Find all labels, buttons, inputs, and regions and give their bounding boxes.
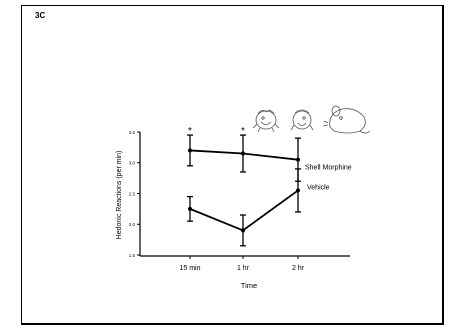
series-line-vehicle — [189, 189, 299, 232]
y-tick-label: 2.5 — [129, 191, 136, 196]
figure-frame — [21, 5, 444, 325]
rat-face-3-icon — [322, 105, 371, 134]
y-tick-label: 3.0 — [129, 161, 136, 166]
y-tick-label: 1.5 — [129, 253, 136, 258]
data-point — [240, 228, 246, 233]
data-point — [295, 188, 301, 193]
data-point — [187, 148, 193, 153]
panel-label: 3C — [35, 11, 46, 20]
data-point — [295, 157, 301, 162]
significance-marker: * — [241, 126, 245, 137]
y-axis-label: Hedonic Reactions (per min) — [116, 151, 123, 240]
series-label: Vehicle — [307, 184, 330, 191]
y-tick-label: 3.5 — [129, 130, 136, 135]
chart-axes: 3.5 3.0 2.5 2.0 1.5 15 min 1 hr 2 hr — [129, 130, 350, 272]
x-tick-label: 2 hr — [292, 265, 305, 272]
series-label: Shell Morphine — [305, 165, 352, 172]
x-axis-label: Time — [241, 281, 257, 290]
x-tick-label: 1 hr — [237, 265, 250, 272]
x-tick-label: 15 min — [179, 265, 200, 272]
rat-face-1-icon — [252, 110, 280, 133]
data-point — [240, 151, 246, 156]
y-tick-label: 2.0 — [129, 222, 136, 227]
chart-marks: * * Shell Morphine Vehicle — [187, 126, 352, 247]
rat-face-2-icon — [290, 109, 314, 131]
significance-marker: * — [188, 126, 192, 137]
rat-faces-icon — [252, 105, 371, 134]
data-point — [187, 206, 193, 211]
